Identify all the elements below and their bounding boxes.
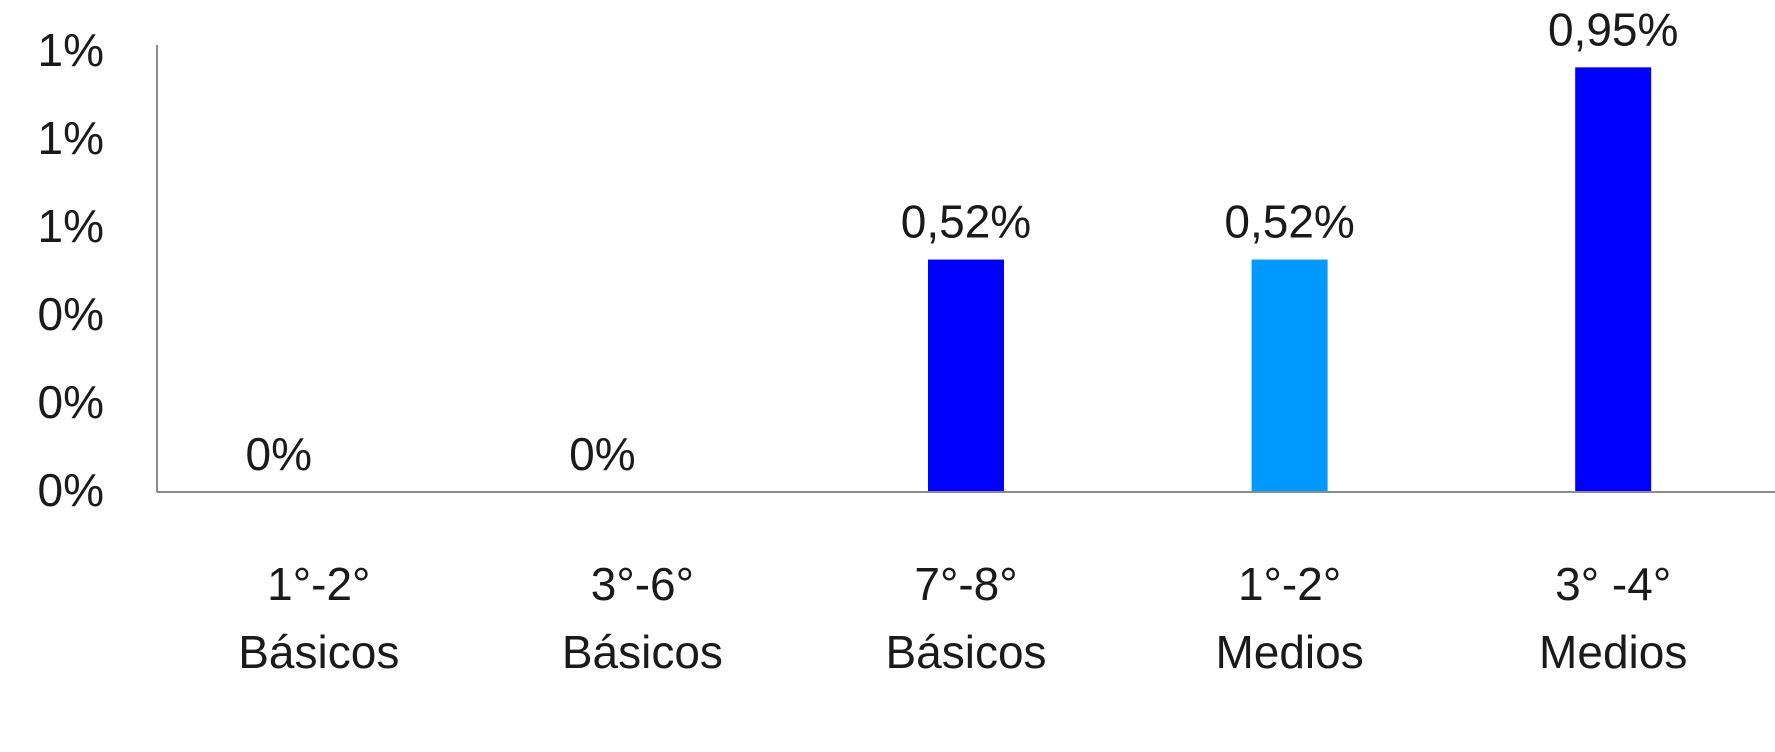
y-axis-ticks: 0% 0% 0% 1% 1% 1%	[38, 24, 104, 516]
y-tick-label: 1%	[38, 24, 104, 76]
category-label: 1°-2° Medios	[1215, 558, 1363, 678]
data-label: 0%	[246, 428, 312, 480]
category-label: 3°-6° Básicos	[562, 558, 723, 678]
bars	[928, 67, 1652, 492]
category-label: 3° -4° Medios	[1539, 558, 1687, 678]
data-label: 0%	[569, 428, 635, 480]
category-labels: 1°-2° Básicos 3°-6° Básicos 7°-8° Básicos 1°-2…	[238, 558, 1687, 678]
y-tick-label: 0%	[38, 464, 104, 516]
data-labels: 0% 0% 0,52% 0,52% 0,95%	[246, 3, 1679, 480]
bar	[928, 259, 1004, 492]
y-tick-label: 1%	[38, 112, 104, 164]
data-label: 0,52%	[901, 196, 1031, 248]
data-label: 0,95%	[1548, 3, 1678, 55]
bar	[1575, 67, 1652, 492]
y-tick-label: 1%	[38, 200, 104, 252]
category-label: 7°-8° Básicos	[885, 558, 1046, 678]
data-label: 0,52%	[1224, 196, 1354, 248]
y-tick-label: 0%	[38, 376, 104, 428]
y-tick-label: 0%	[38, 288, 104, 340]
bar	[1251, 259, 1328, 492]
category-label: 1°-2° Básicos	[238, 558, 399, 678]
